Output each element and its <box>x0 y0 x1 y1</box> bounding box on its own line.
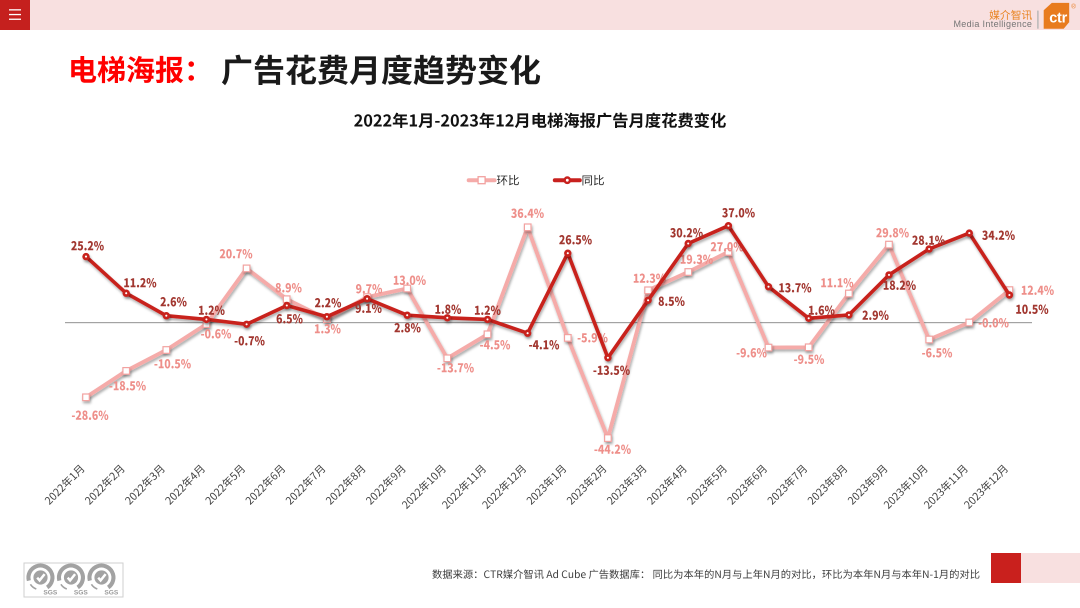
svg-text:ctr: ctr <box>1049 10 1067 26</box>
svg-text:®: ® <box>1071 4 1076 11</box>
svg-text:SGS: SGS <box>74 589 89 596</box>
svg-text:Media Intelligence: Media Intelligence <box>953 19 1032 29</box>
svg-text:SGS: SGS <box>104 589 119 596</box>
svg-text:SGS: SGS <box>43 589 58 596</box>
